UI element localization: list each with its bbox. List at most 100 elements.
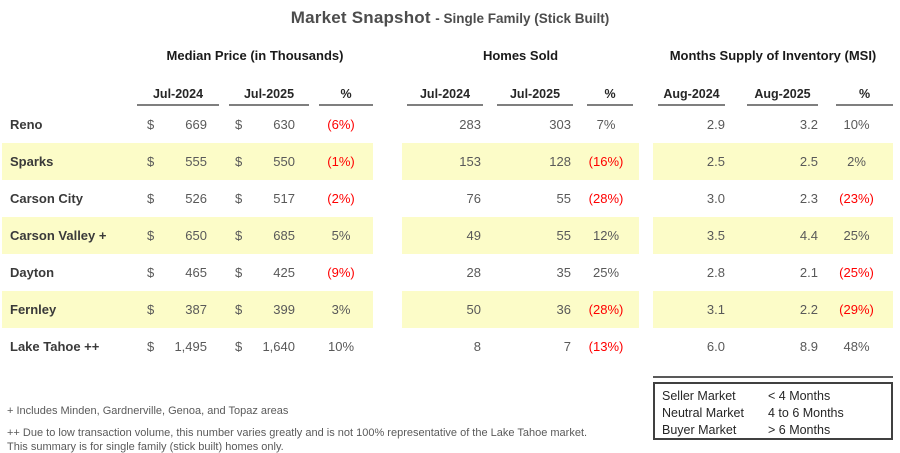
cell-homes-sold-pct: (16%)	[588, 154, 624, 169]
cell-msi-2025: 2.2	[799, 302, 818, 317]
table-row-lake-tahoe: Lake Tahoe ++ $1,495 $1,640 10% 8 7 (13%…	[2, 328, 893, 365]
cell-msi-pct: 10%	[843, 117, 870, 132]
table-row-carson-valley: Carson Valley + $650 $685 5% 49 55 12% 3…	[2, 217, 893, 254]
cell-homes-sold-2025: 35	[556, 265, 571, 280]
row-label: Carson Valley +	[10, 228, 107, 243]
group-title-median-price: Median Price (in Thousands)	[166, 47, 344, 63]
dollar-sign: $	[235, 302, 243, 317]
cell-homes-sold-pct: 7%	[596, 117, 616, 132]
row-label: Carson City	[10, 191, 83, 206]
row-label: Reno	[10, 117, 43, 132]
cell-homes-sold-2025: 128	[549, 154, 571, 169]
column-header-mp-pct: %	[319, 87, 373, 106]
row-label: Dayton	[10, 265, 55, 280]
cell-msi-2024: 2.5	[706, 154, 725, 169]
dollar-sign: $	[147, 302, 155, 317]
cell-median-price-2024: $465	[147, 265, 207, 280]
title-main: Market Snapshot	[290, 8, 431, 27]
dollar-sign: $	[235, 154, 243, 169]
column-header-row: Jul-2024 Jul-2025 % Jul-2024 Jul-2025 % …	[2, 84, 893, 106]
table-row-sparks: Sparks $555 $550 (1%) 153 128 (16%) 2.5 …	[2, 143, 893, 180]
dollar-sign: $	[147, 191, 155, 206]
cell-msi-2025: 8.9	[799, 339, 818, 354]
legend-row-neutral: Neutral Market 4 to 6 Months	[662, 404, 891, 421]
dollar-sign: $	[235, 339, 243, 354]
cell-median-price-2024: $387	[147, 302, 207, 317]
cell-homes-sold-pct: 25%	[592, 265, 620, 280]
cell-homes-sold-pct: (13%)	[588, 339, 624, 354]
dollar-sign: $	[147, 117, 155, 132]
legend-label: Neutral Market	[662, 405, 744, 420]
legend-label: Buyer Market	[662, 422, 737, 437]
cell-msi-2025: 3.2	[799, 117, 818, 132]
cell-msi-2024: 3.1	[706, 302, 725, 317]
row-label: Fernley	[10, 302, 57, 317]
column-header-hs-jul2025: Jul-2025	[497, 87, 573, 106]
cell-homes-sold-pct: (28%)	[588, 191, 624, 206]
row-label: Lake Tahoe ++	[10, 339, 100, 354]
cell-homes-sold-2025: 55	[556, 228, 571, 243]
cell-msi-2025: 4.4	[799, 228, 818, 243]
cell-median-price-pct: 10%	[327, 339, 355, 354]
cell-homes-sold-pct: (28%)	[588, 302, 624, 317]
legend-row-seller: Seller Market < 4 Months	[662, 387, 891, 404]
table-row-reno: Reno $669 $630 (6%) 283 303 7% 2.9 3.2 1…	[2, 106, 893, 143]
column-header-msi-aug2024: Aug-2024	[658, 87, 725, 106]
cell-median-price-2024: $526	[147, 191, 207, 206]
cell-homes-sold-2024: 76	[466, 191, 481, 206]
cell-median-price-2024: $650	[147, 228, 207, 243]
cell-msi-2025: 2.1	[799, 265, 818, 280]
dollar-sign: $	[235, 228, 243, 243]
table-row-dayton: Dayton $465 $425 (9%) 28 35 25% 2.8 2.1 …	[2, 254, 893, 291]
cell-msi-pct: (23%)	[839, 191, 874, 206]
cell-homes-sold-2024: 283	[459, 117, 481, 132]
dollar-sign: $	[235, 265, 243, 280]
cell-msi-2024: 3.0	[706, 191, 725, 206]
dollar-sign: $	[147, 339, 155, 354]
cell-homes-sold-2024: 153	[459, 154, 481, 169]
cell-msi-pct: (29%)	[839, 302, 874, 317]
cell-median-price-2024: $555	[147, 154, 207, 169]
group-title-homes-sold: Homes Sold	[482, 47, 559, 63]
cell-homes-sold-2024: 28	[466, 265, 481, 280]
column-header-hs-pct: %	[587, 87, 633, 106]
footnote-lake-tahoe: ++ Due to low transaction volume, this n…	[7, 427, 588, 439]
cell-homes-sold-2024: 50	[466, 302, 481, 317]
legend-value: 4 to 6 Months	[768, 405, 844, 420]
cell-median-price-2025: $685	[235, 228, 295, 243]
cell-median-price-2025: $630	[235, 117, 295, 132]
cell-median-price-2025: $550	[235, 154, 295, 169]
cell-msi-2025: 2.5	[799, 154, 818, 169]
group-header-row: Median Price (in Thousands) Homes Sold M…	[2, 47, 893, 63]
cell-homes-sold-2024: 49	[466, 228, 481, 243]
cell-msi-2024: 6.0	[706, 339, 725, 354]
legend-label: Seller Market	[662, 388, 736, 403]
cell-msi-pct: 48%	[843, 339, 870, 354]
column-header-mp-jul2025: Jul-2025	[229, 87, 309, 106]
table-row-carson-city: Carson City $526 $517 (2%) 76 55 (28%) 3…	[2, 180, 893, 217]
cell-median-price-2025: $517	[235, 191, 295, 206]
cell-median-price-2024: $1,495	[147, 339, 207, 354]
footnotes: + Includes Minden, Gardnerville, Genoa, …	[7, 404, 587, 453]
cell-median-price-2024: $669	[147, 117, 207, 132]
legend-value: > 6 Months	[768, 422, 831, 437]
legend-row-buyer: Buyer Market > 6 Months	[662, 421, 891, 438]
cell-homes-sold-2024: 8	[473, 339, 481, 354]
cell-homes-sold-2025: 55	[556, 191, 571, 206]
cell-median-price-pct: 3%	[331, 302, 351, 317]
cell-msi-2024: 2.9	[706, 117, 725, 132]
footnote-summary: This summary is for single family (stick…	[7, 441, 284, 453]
group-header-homes-sold: Homes Sold	[402, 47, 639, 63]
cell-msi-2024: 2.8	[706, 265, 725, 280]
title-sub: - Single Family (Stick Built)	[435, 11, 610, 26]
column-header-msi-aug2025: Aug-2025	[747, 87, 818, 106]
group-header-median-price: Median Price (in Thousands)	[2, 47, 373, 63]
column-header-mp-jul2024: Jul-2024	[137, 87, 219, 106]
cell-homes-sold-2025: 7	[563, 339, 571, 354]
footnote-carson-valley: + Includes Minden, Gardnerville, Genoa, …	[7, 405, 289, 417]
market-type-legend: Seller Market < 4 Months Neutral Market …	[653, 382, 893, 440]
cell-median-price-pct: (1%)	[327, 154, 355, 169]
dollar-sign: $	[147, 265, 155, 280]
cell-median-price-2025: $1,640	[235, 339, 295, 354]
group-header-msi: Months Supply of Inventory (MSI)	[653, 47, 893, 63]
